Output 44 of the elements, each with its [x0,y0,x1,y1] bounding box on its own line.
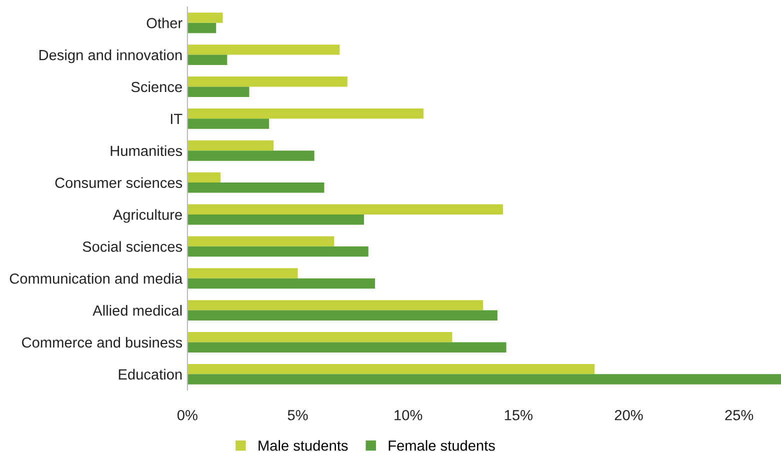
y-tick-label: Humanities [110,145,182,156]
bar [187,118,270,129]
y-tick-label: Design and innovation [39,50,182,64]
x-tick-label: 25% [725,410,754,420]
bar [187,214,364,225]
y-tick-label: Education [118,368,182,380]
bar [187,374,781,384]
bar [187,54,228,66]
y-tick-label: Social sciences [82,241,182,252]
bar [187,44,340,55]
bar [187,332,452,342]
bar [187,364,595,374]
y-tick-label: Agriculture [112,209,182,223]
bar [187,236,334,246]
legend-label: Male students [258,440,348,451]
x-tick-label: 5% [288,410,308,420]
bar [187,22,216,34]
bar [187,172,221,183]
bar [187,86,250,97]
x-tick-label: 0% [177,410,198,420]
bar [187,12,223,23]
bar [187,268,298,278]
x-tick-label: 10% [394,410,422,420]
x-tick-label: 20% [614,410,643,420]
y-tick-label: Consumer sciences [55,177,182,188]
y-tick-label: Other [146,18,182,28]
bar [187,108,424,119]
bar [187,278,375,289]
bar [187,150,314,161]
bar [187,182,324,193]
y-tick-label: Allied medical [92,305,182,316]
bar [187,246,368,257]
y-tick-label: Communication and media [10,273,183,284]
bar [187,204,503,214]
y-tick-label: IT [170,114,182,124]
bar [187,310,498,321]
y-tick-label: Commerce and business [22,336,182,348]
y-tick-label: Science [131,81,182,92]
legend-label: Female students [388,440,495,451]
bar [187,76,348,87]
bar [187,342,506,352]
bar [187,300,484,310]
bar [187,140,274,151]
x-tick-label: 15% [504,410,532,420]
